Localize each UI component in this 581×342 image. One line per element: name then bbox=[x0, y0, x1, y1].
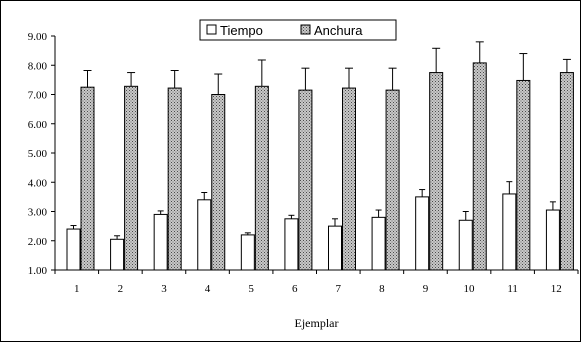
bar-anchura bbox=[254, 85, 269, 271]
x-axis-title: Ejemplar bbox=[295, 316, 339, 330]
x-tick-label: 1 bbox=[74, 283, 80, 295]
x-tick-group: 1 2 3 4 5 6 7 8 9 10 11 12 bbox=[54, 270, 579, 295]
x-tick-label: 10 bbox=[464, 283, 476, 295]
legend-label-anchura: Anchura bbox=[314, 23, 363, 38]
legend-swatch-tiempo bbox=[206, 24, 217, 35]
bar-tiempo bbox=[545, 209, 560, 271]
x-tick-label: 6 bbox=[292, 283, 298, 295]
bar-anchura bbox=[124, 85, 139, 271]
x-tick-label: 11 bbox=[507, 283, 518, 295]
y-tick-label: 2.00 bbox=[28, 236, 48, 248]
y-tick-label: 3.00 bbox=[28, 207, 48, 219]
bar-tiempo bbox=[415, 196, 430, 271]
bar-tiempo bbox=[458, 219, 473, 271]
bar-tiempo bbox=[66, 228, 81, 271]
bar-tiempo bbox=[197, 199, 212, 271]
y-tick-label: 9.00 bbox=[28, 31, 48, 43]
x-tick-label: 5 bbox=[248, 283, 254, 295]
legend-swatch-anchura bbox=[300, 24, 311, 35]
bar-anchura bbox=[559, 72, 574, 271]
y-tick-label: 8.00 bbox=[28, 60, 48, 72]
y-tick-label: 5.00 bbox=[28, 148, 48, 160]
bar-anchura bbox=[211, 94, 226, 271]
error-bars-group bbox=[70, 41, 571, 240]
bar-tiempo bbox=[110, 238, 125, 271]
bar-anchura bbox=[472, 62, 487, 271]
y-tick-label: 4.00 bbox=[28, 177, 48, 189]
x-tick-label: 8 bbox=[379, 283, 385, 295]
x-tick-label: 3 bbox=[161, 283, 167, 295]
bar-anchura bbox=[516, 79, 531, 271]
bar-anchura bbox=[429, 72, 444, 271]
x-tick-label: 4 bbox=[205, 283, 211, 295]
bar-anchura bbox=[167, 87, 182, 271]
legend-box bbox=[199, 19, 397, 41]
legend-label-tiempo: Tiempo bbox=[220, 23, 263, 38]
x-tick-label: 9 bbox=[423, 283, 429, 295]
bar-anchura bbox=[385, 89, 400, 271]
bar-tiempo bbox=[240, 234, 255, 271]
y-tick-label: 7.00 bbox=[28, 90, 48, 102]
bars-group bbox=[66, 62, 574, 271]
bar-anchura bbox=[342, 87, 356, 271]
bar-tiempo bbox=[328, 225, 342, 271]
bar-anchura bbox=[298, 89, 313, 271]
legend: Tiempo Anchura bbox=[199, 19, 397, 41]
bar-tiempo bbox=[502, 193, 517, 271]
x-tick-label: 12 bbox=[551, 283, 562, 295]
y-tick-group: 9.00 8.00 7.00 6.00 5.00 4.00 3.00 2.00 1.00 bbox=[28, 31, 55, 277]
x-tick-label: 7 bbox=[336, 283, 342, 295]
bar-anchura bbox=[80, 86, 95, 271]
x-tick-label: 2 bbox=[118, 283, 124, 295]
y-tick-label: 1.00 bbox=[28, 265, 48, 277]
bar-tiempo bbox=[371, 216, 386, 271]
bar-tiempo bbox=[153, 213, 168, 271]
y-tick-label: 6.00 bbox=[28, 119, 48, 131]
bar-tiempo bbox=[284, 218, 299, 271]
